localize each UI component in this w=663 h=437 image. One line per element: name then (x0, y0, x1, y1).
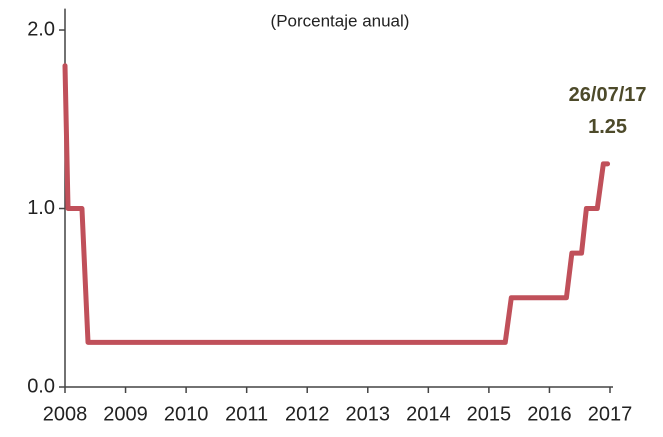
y-tick-label: 0.0 (27, 375, 55, 397)
x-tick-label: 2010 (164, 403, 209, 425)
y-tick-label: 2.0 (27, 18, 55, 40)
y-tick-label: 1.0 (27, 197, 55, 219)
x-tick-label: 2014 (406, 403, 451, 425)
x-tick-label: 2017 (588, 403, 633, 425)
x-tick-label: 2011 (225, 403, 268, 425)
chart-subtitle: (Porcentaje anual) (271, 11, 410, 30)
x-tick-label: 2013 (346, 403, 391, 425)
annotation-value: 1.25 (588, 116, 627, 138)
x-tick-label: 2016 (527, 403, 572, 425)
line (62, 63, 611, 345)
x-tick-label: 2015 (467, 403, 512, 425)
x-tick-label: 2009 (103, 403, 148, 425)
x-tick-label: 2012 (285, 403, 330, 425)
annotation-label: 26/07/17 (569, 84, 647, 106)
x-tick-label: 2008 (43, 403, 88, 425)
